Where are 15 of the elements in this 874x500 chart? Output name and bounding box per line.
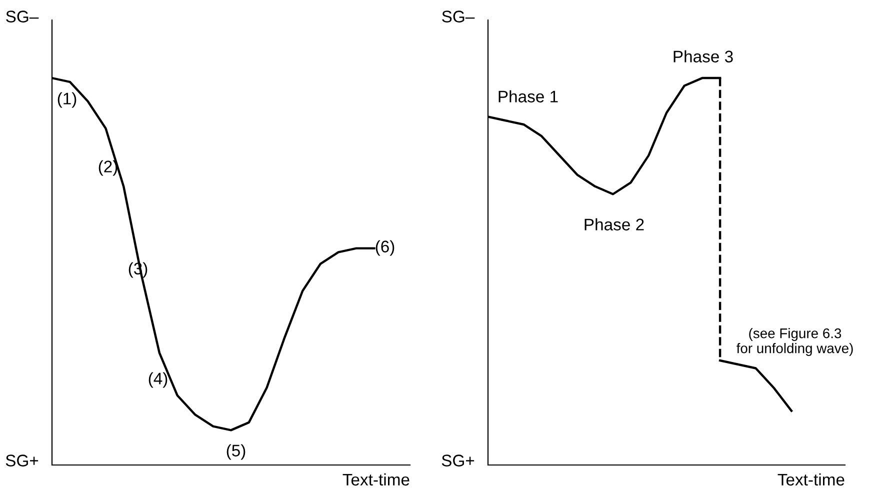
x-axis-title: Text-time bbox=[342, 473, 410, 486]
x-axis-title: Text-time bbox=[778, 473, 844, 486]
text: SG– bbox=[6, 10, 39, 22]
annotation: Phase 2 bbox=[584, 218, 644, 230]
text: SG+ bbox=[6, 454, 38, 466]
text: SG+ bbox=[442, 454, 474, 466]
annotation: Phase 1 bbox=[498, 90, 558, 102]
annotation: (6) bbox=[376, 240, 394, 256]
annotation: (1) bbox=[58, 92, 76, 108]
annotation: (5) bbox=[226, 444, 246, 460]
text: Phase 3 bbox=[674, 50, 733, 62]
annotation: (4) bbox=[148, 372, 168, 388]
text: SG– bbox=[442, 10, 475, 22]
annotation: (2) bbox=[98, 160, 118, 176]
annotation: (see Figure 6.3 for unfolding wave) bbox=[736, 328, 853, 356]
